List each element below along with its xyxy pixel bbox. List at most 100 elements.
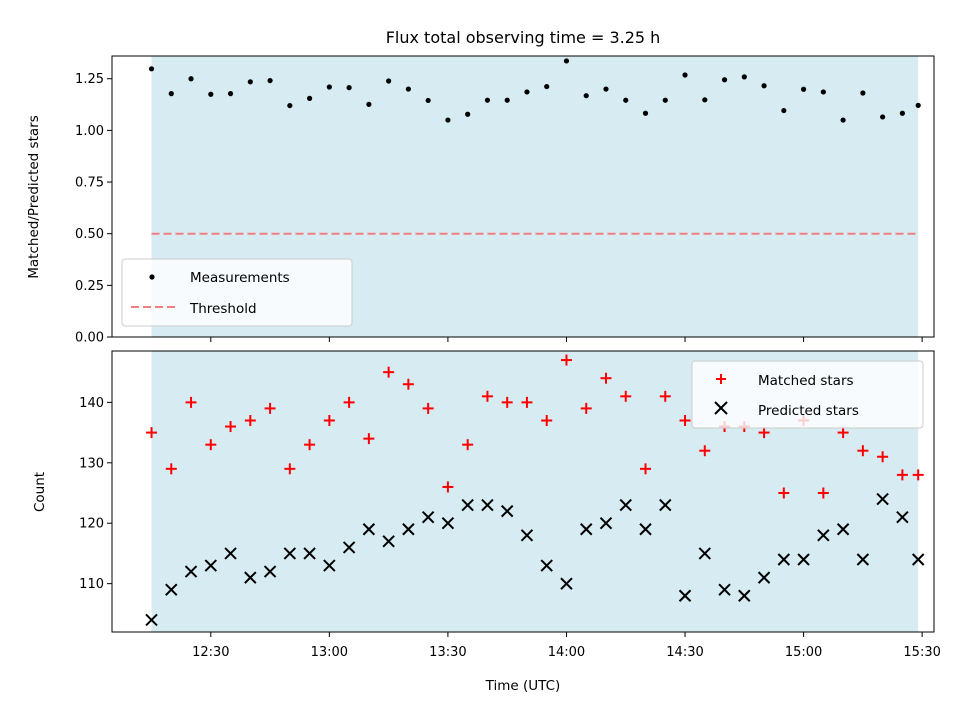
y-tick-label: 0.25 [75,279,104,294]
matched-point [837,427,849,439]
predicted-point [500,504,514,518]
matched-point [244,414,256,426]
measurement-point [267,77,273,84]
measurement-point [524,89,530,95]
predicted-point [224,547,237,560]
matched-point [264,402,276,414]
measurement-point [702,97,708,103]
predicted-point [244,571,257,584]
predicted-point [856,553,870,566]
measurement-point [860,90,866,96]
legend-top: Measurements Threshold [121,258,353,327]
y-tick-label: 0.00 [75,331,104,346]
predicted-point [599,517,613,530]
predicted-point [560,577,573,590]
predicted-point [362,523,376,536]
predicted-point [342,541,356,554]
matched-point [778,487,790,499]
y-tick-label: 120 [79,517,104,532]
measurement-point [346,85,352,91]
matched-point [501,396,513,408]
measurement-point [840,117,846,123]
top-axis-ticks: 0.00 0.25 0.50 0.75 1.00 1.25 [75,72,923,346]
matched-point [521,396,533,408]
y-tick-label: 130 [79,456,104,471]
matched-point [225,421,237,433]
matched-point [600,372,612,384]
y-tick-label: 110 [79,577,104,592]
measurement-point [287,102,293,109]
measurement-point [662,97,668,103]
legend-top-box [121,258,353,327]
measurement-point [800,86,807,92]
predicted-point [911,553,925,566]
predicted-point [619,498,632,512]
measurement-point [741,74,747,80]
predicted-point [441,517,455,530]
x-tick-label: 15:30 [903,645,940,660]
measurement-point [544,83,550,90]
predicted-point [165,583,178,596]
matched-point [896,469,908,481]
matched-point [462,439,474,451]
measurement-point [386,78,392,84]
measurement-point [781,107,787,114]
predicted-point [382,535,395,548]
predicted-point [757,571,771,584]
matched-point [146,427,158,439]
measurement-points [148,58,921,123]
matched-point [165,463,177,475]
measurement-point [188,76,194,82]
predicted-point [698,547,711,560]
matched-point [560,354,572,366]
predicted-point [283,547,297,560]
matched-point [205,439,217,451]
matched-point [442,481,454,493]
legend-matched-marker [716,374,726,384]
measurement-point [326,84,332,90]
predicted-point [303,547,316,560]
measurement-point [306,95,313,101]
predicted-point [738,589,751,602]
y-axis-label-count: Count [32,472,48,512]
y-tick-label: 0.50 [75,227,104,242]
measurement-point [227,91,234,97]
legend-matched-label: Matched stars [758,373,854,389]
panel-ratio: 0.00 0.25 0.50 0.75 1.00 1.25 Matched/Predict… [26,55,935,346]
measurement-point [642,110,649,116]
matched-point [659,390,671,402]
y-tick-label: 140 [79,396,104,411]
measurement-point [465,111,471,117]
chart-title: Flux total observing time = 3.25 h [386,28,661,47]
x-tick-label: 14:00 [548,645,585,660]
x-tick-label: 13:00 [311,645,348,660]
predicted-point [777,553,791,566]
measurement-point [682,72,688,78]
matched-point [541,414,553,426]
matched-point [679,414,691,426]
matched-point [402,378,414,390]
predicted-point [263,565,277,578]
matched-points [146,354,924,499]
predicted-point [797,553,810,566]
legend-predicted-label: Predicted stars [758,403,859,419]
y-tick-label: 1.00 [75,124,104,139]
measurement-point [425,97,431,104]
x-axis-label: Time (UTC) [485,678,561,694]
predicted-point [836,523,850,536]
panel-counts-frame [111,350,935,633]
measurement-point [445,117,451,123]
legend-threshold-label: Threshold [189,301,257,317]
measurement-point [504,97,510,103]
legend-predicted-marker [714,401,728,415]
matched-point [877,451,889,463]
matched-point [857,445,869,457]
predicted-point [520,529,534,542]
matched-point [620,390,632,402]
matched-point [758,427,770,439]
predicted-point [402,523,415,536]
predicted-point [817,529,830,542]
y-tick-label: 0.75 [75,176,104,191]
measurement-point [820,89,826,95]
